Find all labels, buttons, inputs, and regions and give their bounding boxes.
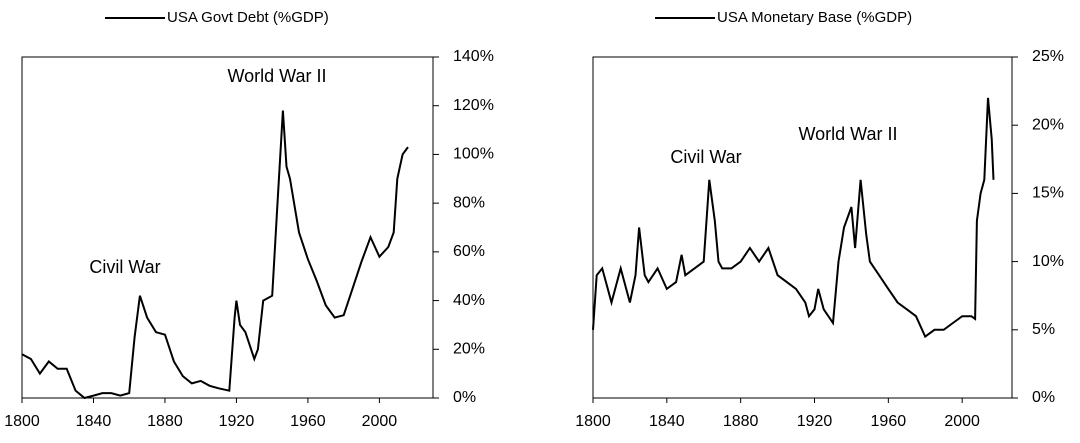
- y-tick-label: 20%: [1032, 116, 1064, 133]
- x-tick-label: 1920: [797, 413, 833, 430]
- x-tick-label: 1880: [723, 413, 759, 430]
- plot-frame: [592, 56, 1013, 399]
- y-tick-label: 120%: [453, 97, 494, 114]
- x-tick-label: 1960: [871, 413, 907, 430]
- annotation: Civil War: [670, 147, 741, 167]
- y-tick-label: 80%: [453, 194, 485, 211]
- data-line: [592, 97, 995, 339]
- x-tick-label: 1840: [76, 413, 112, 430]
- x-tick-label: 1800: [575, 413, 611, 430]
- y-tick-label: 5%: [1032, 321, 1055, 338]
- data-line: [21, 110, 409, 400]
- y-tick-label: 140%: [453, 48, 494, 65]
- x-tick-label: 1800: [4, 413, 40, 430]
- y-tick-label: 10%: [1032, 253, 1064, 270]
- y-tick-label: 25%: [1032, 48, 1064, 65]
- y-tick-label: 15%: [1032, 185, 1064, 202]
- y-tick-label: 60%: [453, 243, 485, 260]
- y-tick-label: 0%: [1032, 389, 1055, 406]
- x-tick-label: 1960: [290, 413, 326, 430]
- y-tick-label: 0%: [453, 389, 476, 406]
- y-tick-label: 20%: [453, 341, 485, 358]
- annotation: World War II: [798, 124, 897, 144]
- x-tick-label: 2000: [944, 413, 980, 430]
- x-tick-label: 2000: [362, 413, 398, 430]
- x-tick-label: 1840: [649, 413, 685, 430]
- x-tick-label: 1920: [219, 413, 255, 430]
- plot-frame: [21, 56, 434, 399]
- y-tick-label: 100%: [453, 146, 494, 163]
- x-tick-label: 1880: [147, 413, 183, 430]
- annotation: Civil War: [89, 257, 160, 277]
- annotation: World War II: [227, 66, 326, 86]
- legend-label: USA Govt Debt (%GDP): [167, 9, 329, 26]
- y-tick-label: 40%: [453, 292, 485, 309]
- legend-label: USA Monetary Base (%GDP): [717, 9, 912, 26]
